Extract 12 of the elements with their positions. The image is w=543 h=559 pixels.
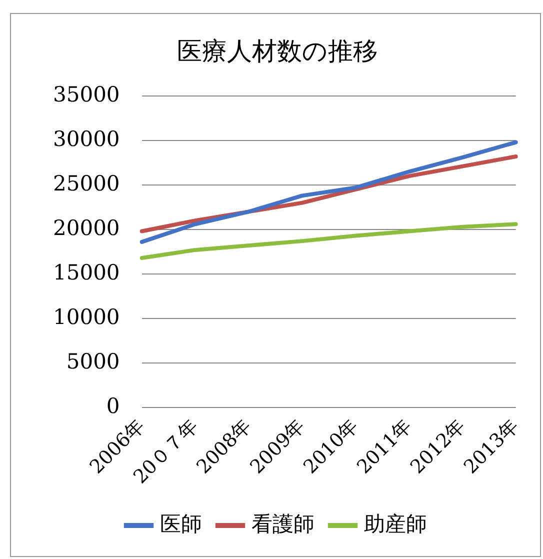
legend-label: 看護師 [251, 512, 314, 536]
legend-label: 医師 [160, 512, 202, 536]
y-tick-label: 0 [106, 394, 120, 418]
y-tick-label: 25000 [52, 171, 120, 196]
chart-title: 医療人材数の推移 [177, 36, 378, 66]
y-tick-label: 30000 [52, 126, 120, 151]
legend-label: 助産師 [364, 512, 427, 536]
y-tick-label: 35000 [52, 82, 120, 106]
y-tick-label: 15000 [52, 260, 120, 284]
y-tick-label: 5000 [66, 349, 120, 374]
y-tick-label: 20000 [52, 216, 120, 240]
y-tick-label: 10000 [52, 304, 120, 329]
